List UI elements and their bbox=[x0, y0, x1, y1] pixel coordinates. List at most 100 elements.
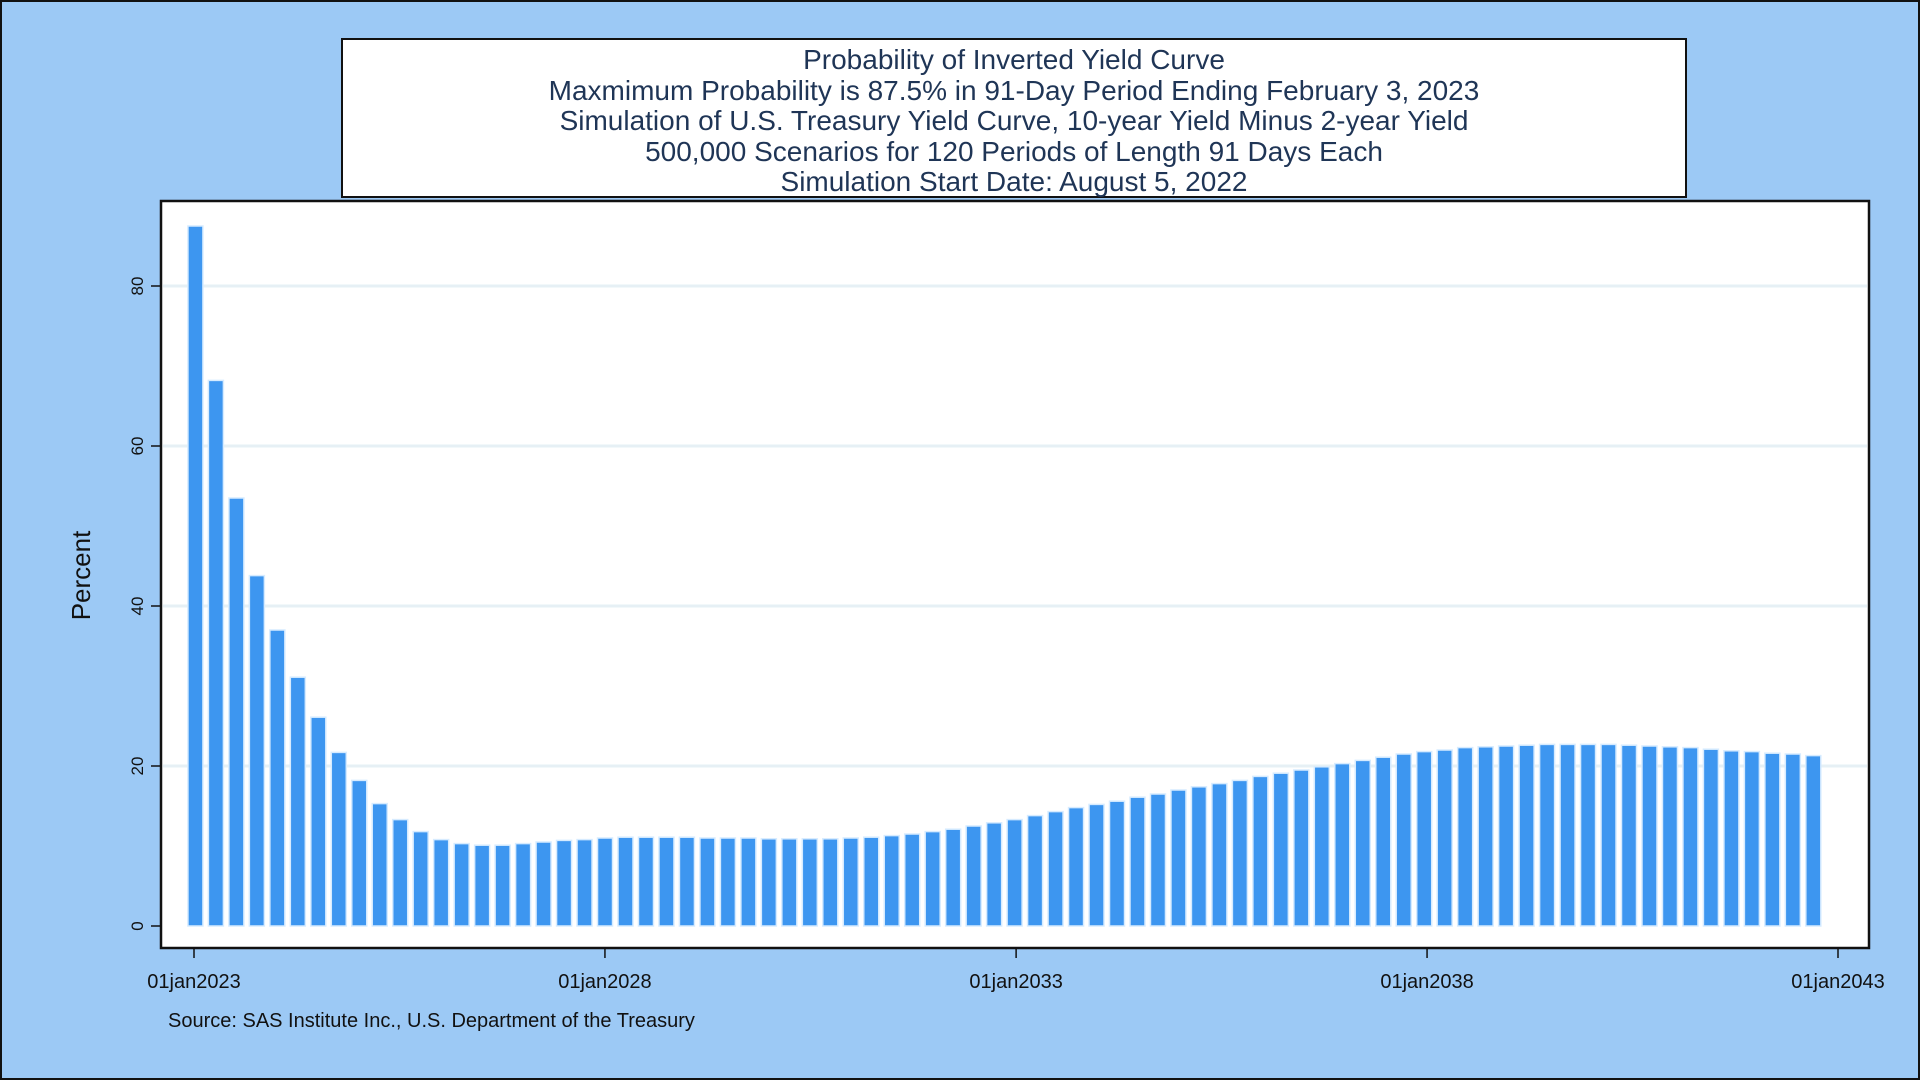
bar bbox=[1047, 810, 1064, 927]
y-tick-label: 0 bbox=[128, 921, 147, 930]
bar bbox=[944, 828, 962, 927]
bar bbox=[1129, 796, 1146, 927]
bar bbox=[228, 497, 245, 927]
title-line-4: 500,000 Scenarios for 120 Periods of Len… bbox=[645, 135, 1383, 167]
bar bbox=[596, 837, 614, 927]
bar bbox=[330, 751, 348, 927]
bar bbox=[985, 822, 1003, 927]
bar bbox=[1272, 772, 1290, 927]
bar bbox=[719, 837, 737, 927]
bar bbox=[1334, 762, 1351, 927]
x-tick-label: 01jan2023 bbox=[147, 971, 240, 993]
bar bbox=[1354, 759, 1372, 927]
bar bbox=[351, 779, 368, 927]
bar bbox=[391, 818, 409, 927]
bar bbox=[903, 833, 921, 927]
bar bbox=[678, 836, 696, 927]
bar bbox=[555, 839, 573, 927]
bar bbox=[1764, 752, 1781, 927]
bar bbox=[514, 842, 532, 927]
x-tick-label: 01jan2038 bbox=[1380, 971, 1473, 993]
bar bbox=[1682, 746, 1699, 927]
bar bbox=[1600, 743, 1617, 927]
y-tick-label: 40 bbox=[128, 597, 147, 616]
bar bbox=[310, 716, 327, 927]
y-axis-title: Percent bbox=[66, 530, 96, 620]
source-note: Source: SAS Institute Inc., U.S. Departm… bbox=[168, 1010, 695, 1032]
bar bbox=[637, 836, 655, 927]
bar bbox=[1170, 789, 1187, 927]
bar bbox=[207, 379, 225, 927]
bar bbox=[1211, 782, 1228, 927]
x-tick-label: 01jan2033 bbox=[969, 971, 1062, 993]
bar bbox=[822, 838, 839, 927]
bar bbox=[576, 838, 593, 927]
bar bbox=[1641, 745, 1658, 927]
y-tick-label: 20 bbox=[128, 757, 147, 776]
title-line-5: Simulation Start Date: August 5, 2022 bbox=[780, 166, 1248, 197]
bar bbox=[617, 836, 634, 927]
bar bbox=[187, 225, 204, 927]
bar bbox=[453, 842, 470, 927]
bar bbox=[1026, 814, 1044, 927]
bar bbox=[1723, 750, 1740, 927]
bar bbox=[1313, 766, 1331, 927]
bar bbox=[699, 837, 716, 927]
bar bbox=[1743, 750, 1761, 927]
bar bbox=[1231, 779, 1249, 927]
bar bbox=[781, 838, 798, 927]
bar bbox=[1415, 750, 1433, 927]
x-tick-label: 01jan2028 bbox=[558, 971, 651, 993]
bar bbox=[740, 837, 757, 927]
bar bbox=[1006, 818, 1023, 927]
bar bbox=[1661, 746, 1679, 927]
bar bbox=[412, 830, 429, 927]
bar bbox=[1088, 803, 1105, 927]
bar bbox=[1559, 743, 1576, 927]
x-tick-label: 01jan2043 bbox=[1791, 971, 1884, 993]
bar bbox=[535, 841, 552, 927]
bar bbox=[289, 676, 307, 927]
bar bbox=[1395, 753, 1412, 927]
bar bbox=[842, 837, 860, 927]
bar bbox=[801, 838, 819, 927]
bar bbox=[1149, 793, 1167, 927]
bar bbox=[658, 836, 675, 927]
bar bbox=[269, 629, 286, 927]
title-line-1: Probability of Inverted Yield Curve bbox=[803, 44, 1225, 75]
bar bbox=[1784, 753, 1802, 927]
bar bbox=[1293, 769, 1310, 927]
bar bbox=[883, 834, 900, 927]
bar bbox=[1497, 745, 1515, 927]
bar bbox=[965, 825, 982, 927]
bar bbox=[1456, 746, 1474, 927]
bar bbox=[371, 802, 388, 927]
bar bbox=[494, 844, 511, 927]
y-tick-label: 80 bbox=[128, 277, 147, 296]
bar bbox=[473, 844, 491, 927]
bar bbox=[1579, 743, 1597, 927]
bar bbox=[248, 574, 266, 927]
title-line-2: Maxmimum Probability is 87.5% in 91-Day … bbox=[548, 74, 1480, 106]
bar bbox=[863, 836, 880, 927]
bar bbox=[1477, 746, 1494, 927]
bar bbox=[1702, 748, 1720, 927]
bar bbox=[1518, 744, 1535, 927]
bar bbox=[1805, 754, 1822, 927]
bar bbox=[1538, 743, 1556, 927]
chart-title-box: Probability of Inverted Yield Curve Maxm… bbox=[341, 38, 1687, 198]
bar bbox=[924, 830, 941, 927]
bar bbox=[1374, 756, 1392, 927]
bar bbox=[1252, 775, 1269, 927]
bar bbox=[432, 838, 450, 927]
bar bbox=[1067, 806, 1085, 927]
bar bbox=[1436, 749, 1453, 927]
y-tick-label: 60 bbox=[128, 437, 147, 456]
bar bbox=[1108, 800, 1126, 927]
title-line-3: Simulation of U.S. Treasury Yield Curve,… bbox=[559, 105, 1469, 136]
bar bbox=[1620, 744, 1638, 927]
plot-area: 0 20 40 60 80 Percent 01jan2023 01jan2028 01jan2… bbox=[66, 199, 1885, 993]
bar bbox=[1190, 786, 1208, 927]
bar bbox=[760, 838, 778, 927]
